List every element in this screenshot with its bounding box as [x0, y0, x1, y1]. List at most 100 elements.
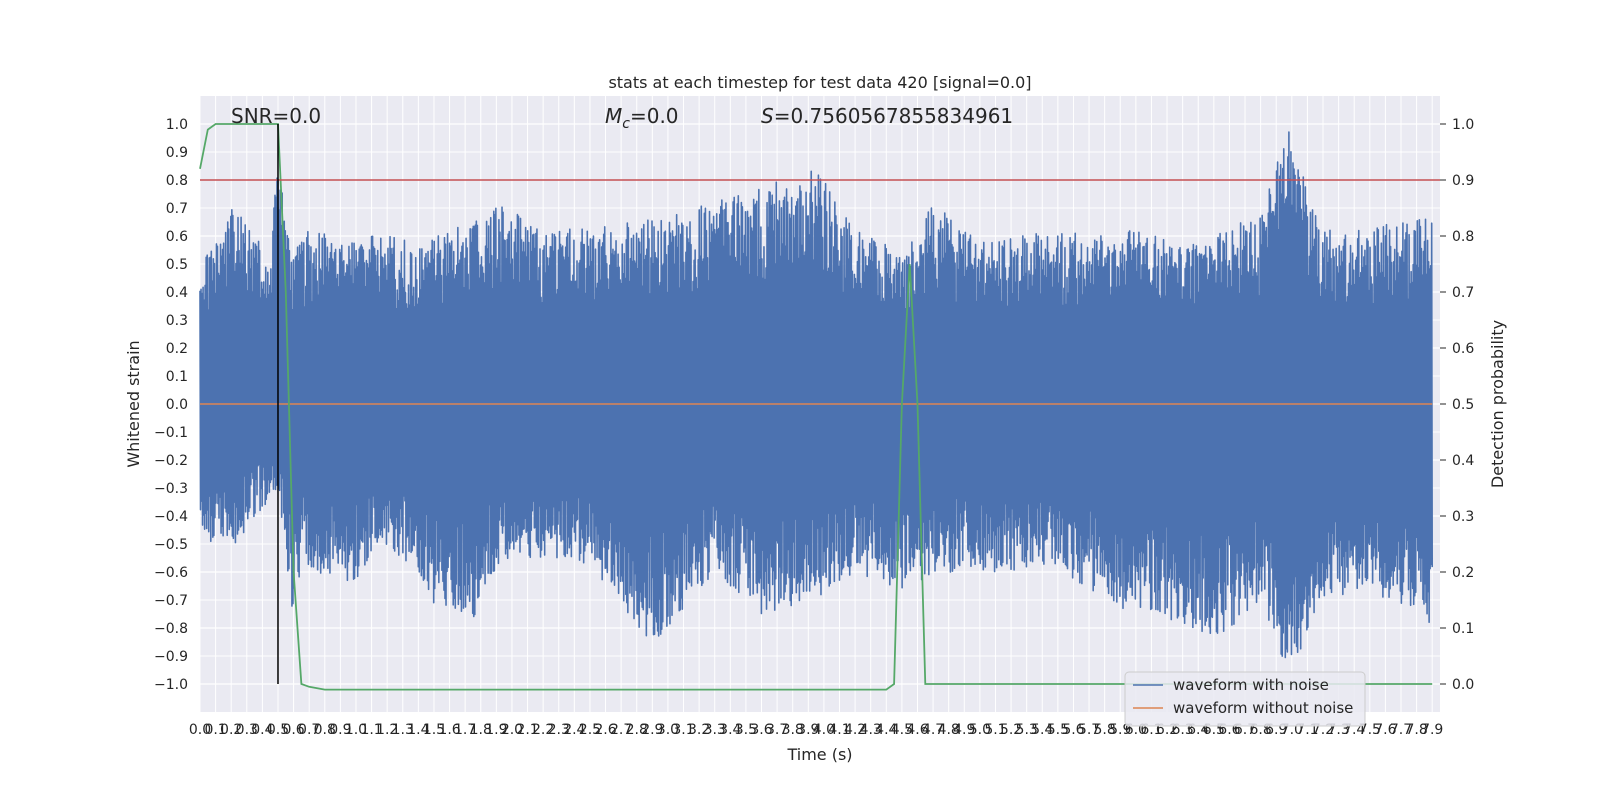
x-tick-label: 4.2 — [844, 722, 866, 738]
y-tick-label: 0.1 — [166, 369, 188, 385]
x-tick-label: 2.0 — [501, 722, 523, 738]
x-tick-label: 2.8 — [626, 722, 648, 738]
y-tick-label: −0.8 — [154, 621, 188, 637]
x-tick-label: 4.8 — [938, 722, 960, 738]
noise-core-band — [200, 348, 1433, 455]
x-tick-label: 5.2 — [1000, 722, 1022, 738]
mc-symbol: M — [605, 104, 622, 128]
x-tick-label: 0.0 — [189, 722, 211, 738]
x-tick-label: 2.3 — [548, 722, 570, 738]
series-detection-probability — [199, 123, 1433, 691]
x-tick-label: 3.5 — [735, 722, 757, 738]
x-tick-label: 3.0 — [657, 722, 679, 738]
x-tick-label: 3.6 — [750, 722, 772, 738]
y-axis-label: Whitened strain — [124, 340, 143, 467]
x-tick-label: 1.6 — [438, 722, 460, 738]
y-tick-label: 0.9 — [166, 145, 188, 161]
x-tick-label: 1.0 — [345, 722, 367, 738]
x-tick-label: 2.9 — [641, 722, 663, 738]
x-tick-label: 5.8 — [1094, 722, 1116, 738]
s-annotation: S=0.7560567855834961 — [761, 104, 1013, 128]
legend: waveform with noise waveform without noi… — [1124, 671, 1366, 727]
x-tick-label: 0.9 — [329, 722, 351, 738]
x-tick-label: 4.9 — [953, 722, 975, 738]
markers — [200, 124, 1440, 684]
x-tick-label: 3.8 — [782, 722, 804, 738]
y-tick-label: 1.0 — [166, 117, 188, 133]
y2-tick-label: 0.2 — [1452, 565, 1474, 581]
x-tick-label: 2.1 — [516, 722, 538, 738]
y-tick-label: 0.3 — [166, 313, 188, 329]
x-tick-label: 0.6 — [282, 722, 304, 738]
x-tick-label: 0.3 — [236, 722, 258, 738]
y-tick-label: −0.4 — [154, 509, 188, 525]
x-tick-label: 5.3 — [1016, 722, 1038, 738]
x-tick-label: 2.2 — [532, 722, 554, 738]
x-tick-label: 0.5 — [267, 722, 289, 738]
x-tick-label: 1.4 — [407, 722, 429, 738]
s-symbol: S — [761, 104, 774, 128]
x-tick-label: 4.3 — [860, 722, 882, 738]
y-axis-ticks: −1.0 −0.9 −0.8 −0.7 −0.6 −0.5 −0.4 −0.3 −0.2 −0.1… — [154, 117, 188, 693]
x-tick-label: 7.8 — [1405, 722, 1427, 738]
y2-tick-label: 0.0 — [1452, 677, 1474, 693]
y-tick-label: −0.1 — [154, 425, 188, 441]
y-tick-label: 0.6 — [166, 229, 188, 245]
x-tick-label: 5.4 — [1031, 722, 1053, 738]
x-tick-label: 3.2 — [688, 722, 710, 738]
y2-tick-label: 0.5 — [1452, 397, 1474, 413]
x-tick-label: 1.3 — [392, 722, 414, 738]
x-tick-label: 7.6 — [1374, 722, 1396, 738]
x-tick-label: 2.7 — [610, 722, 632, 738]
x-tick-label: 5.6 — [1062, 722, 1084, 738]
mc-subscript: c — [622, 116, 630, 132]
x-tick-label: 5.5 — [1047, 722, 1069, 738]
x-tick-label: 4.5 — [891, 722, 913, 738]
x-tick-label: 1.8 — [470, 722, 492, 738]
x-tick-label: 5.9 — [1109, 722, 1131, 738]
x-axis-ticks: 0.00.10.20.30.40.50.60.70.80.91.01.11.21… — [189, 722, 1443, 738]
probability-trace — [199, 123, 1433, 691]
x-tick-label: 1.7 — [454, 722, 476, 738]
snr-annotation: SNR=0.0 — [231, 104, 321, 128]
y2-tick-label: 0.3 — [1452, 509, 1474, 525]
y-tick-label: 0.8 — [166, 173, 188, 189]
y-tick-label: −0.2 — [154, 453, 188, 469]
x-tick-label: 0.4 — [251, 722, 273, 738]
series-waveform-with-noise — [199, 131, 1433, 659]
x-tick-label: 1.2 — [376, 722, 398, 738]
x-tick-label: 0.8 — [314, 722, 336, 738]
y2-tick-label: 0.7 — [1452, 285, 1474, 301]
x-tick-label: 7.7 — [1390, 722, 1412, 738]
y-tick-label: −0.9 — [154, 649, 188, 665]
y-tick-label: −0.6 — [154, 565, 188, 581]
legend-label-clean: waveform without noise — [1173, 699, 1353, 717]
x-tick-label: 5.1 — [984, 722, 1006, 738]
mc-annotation: Mc=0.0 — [605, 104, 679, 132]
y2-tick-label: 0.8 — [1452, 229, 1474, 245]
x-tick-label: 4.0 — [813, 722, 835, 738]
x-tick-label: 2.4 — [563, 722, 585, 738]
x-tick-label: 1.1 — [360, 722, 382, 738]
x-tick-label: 1.5 — [423, 722, 445, 738]
chart-title: stats at each timestep for test data 420… — [608, 73, 1031, 92]
y-tick-label: −0.7 — [154, 593, 188, 609]
y-tick-label: 0.2 — [166, 341, 188, 357]
y-tick-label: 0.4 — [166, 285, 188, 301]
y2-tick-label: 0.4 — [1452, 453, 1474, 469]
x-tick-label: 4.1 — [828, 722, 850, 738]
mc-value: =0.0 — [630, 104, 679, 128]
y2-tick-label: 0.1 — [1452, 621, 1474, 637]
x-tick-label: 4.7 — [922, 722, 944, 738]
legend-box — [1124, 671, 1366, 727]
x-tick-label: 0.1 — [204, 722, 226, 738]
y2-axis-label: Detection probability — [1488, 320, 1507, 488]
x-tick-label: 3.9 — [797, 722, 819, 738]
x-tick-label: 5.7 — [1078, 722, 1100, 738]
y-tick-label: −0.3 — [154, 481, 188, 497]
y2-tick-label: 0.6 — [1452, 341, 1474, 357]
x-tick-label: 7.5 — [1359, 722, 1381, 738]
y-tick-label: −1.0 — [154, 677, 188, 693]
legend-label-noise: waveform with noise — [1173, 676, 1329, 694]
